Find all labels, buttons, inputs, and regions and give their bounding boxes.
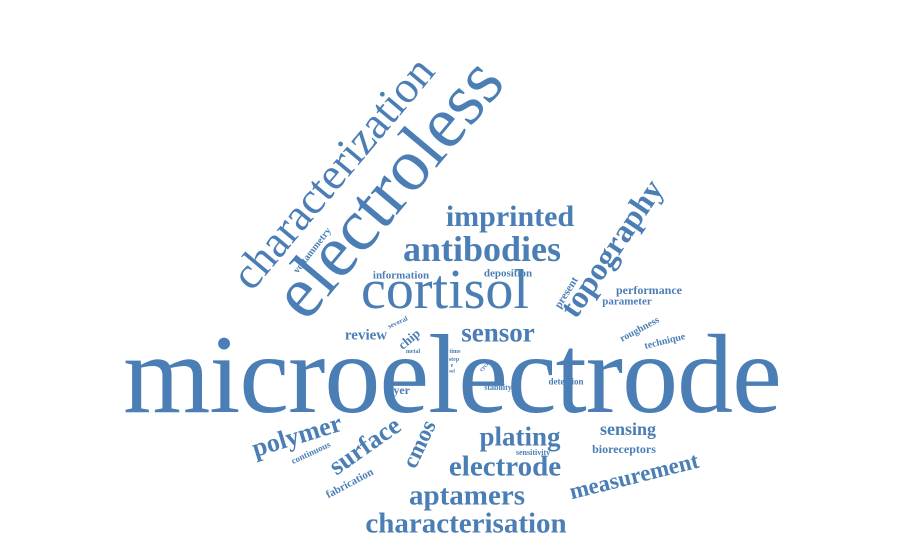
word-cortisol: cortisol	[361, 259, 529, 321]
word-imprinted: imprinted	[445, 200, 575, 233]
word-bioreceptors: bioreceptors	[592, 442, 656, 456]
word-antibodies: antibodies	[402, 229, 562, 269]
word-e: e	[450, 363, 454, 369]
word-parameter: parameter	[602, 295, 652, 308]
word-electrode: electrode	[448, 450, 562, 483]
word-review: review	[344, 327, 388, 344]
word-information: information	[372, 269, 430, 282]
word-characterisation: characterisation	[365, 507, 567, 539]
word-layer: layer	[384, 383, 410, 397]
word-sensing: sensing	[599, 419, 657, 439]
word-microelectrode: microelectrode	[123, 313, 782, 437]
word-sensitivity: sensitivity	[515, 448, 551, 457]
word-sensor: sensor	[461, 317, 535, 348]
word-deposition: deposition	[483, 267, 533, 280]
word-stability: stability	[484, 383, 512, 392]
word-aptamers: aptamers	[409, 479, 525, 512]
word-step: step	[448, 357, 460, 363]
word-plating: plating	[479, 421, 561, 452]
word-time: time	[449, 349, 461, 355]
word-metal: metal	[405, 349, 421, 355]
word-measurement: measurement	[566, 447, 702, 505]
word-performance: performance	[616, 283, 682, 297]
word-sol: sol	[449, 369, 455, 375]
word-detection: detection	[548, 376, 584, 387]
